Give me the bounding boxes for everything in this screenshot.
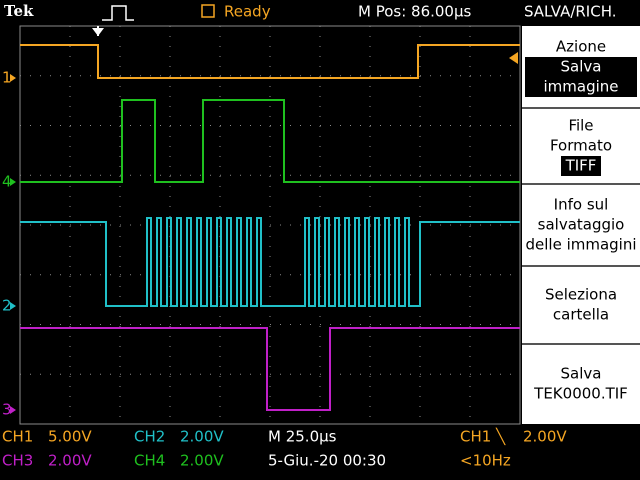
ch1-label: CH1 [2, 428, 33, 446]
ch4-label: CH4 [134, 452, 165, 470]
menu-item-value: TIFF [565, 157, 597, 175]
menu-selection [561, 156, 601, 176]
status: Ready [224, 3, 271, 21]
graticule [20, 26, 520, 424]
menu-item-label: cartella [553, 306, 609, 324]
menu-item-value: Salva [561, 58, 602, 76]
status-icon [201, 4, 215, 18]
ch1-marker: 1 [2, 69, 12, 87]
trigger-frequency: <10Hz [460, 452, 511, 470]
ch4-arrow [10, 178, 16, 186]
menu-item-label: TEK0000.TIF [533, 385, 628, 403]
trigger-icon [102, 5, 134, 21]
ch4-marker: 4 [2, 173, 12, 191]
ch3-scale: 2.00V [48, 452, 92, 470]
date-time: 5-Giu.-20 00:30 [268, 452, 386, 470]
ch2-marker: 2 [2, 297, 12, 315]
brand: Tek [4, 2, 34, 20]
trigger-level-marker [509, 52, 518, 64]
menu-item-label: File [568, 117, 593, 135]
ch3-label: CH3 [2, 452, 33, 470]
ch1-trace [20, 44, 520, 79]
menu-item-label: delle immagini [525, 236, 636, 254]
ch2-arrow [10, 302, 16, 310]
menu-selection [525, 57, 637, 97]
timebase: M 25.0µs [268, 428, 337, 446]
ch3-trace [20, 327, 520, 411]
menu-item-value: immagine [543, 78, 618, 96]
menu-item-label: Salva [561, 365, 602, 383]
menu-item-label: Seleziona [545, 286, 617, 304]
ch2-trace [20, 217, 520, 307]
ch2-label: CH2 [134, 428, 165, 446]
ch1-arrow [10, 74, 16, 82]
ch3-arrow [10, 406, 16, 414]
menu-item-label: Info sul [554, 196, 609, 214]
ch4-scale: 2.00V [180, 452, 224, 470]
trigger-source: CH1 ╲ [460, 428, 506, 446]
trigger-level: 2.00V [523, 428, 567, 446]
menu-item-label: Formato [550, 137, 612, 155]
ch3-marker: 3 [2, 401, 12, 419]
menu-item-label: Azione [556, 38, 606, 56]
side-menu: Azione Salva immagine File Formato TIFF Info s… [522, 26, 640, 424]
ch1-scale: 5.00V [48, 428, 92, 446]
graticule-border [19, 25, 521, 425]
horizontal-position: M Pos: 86.00µs [358, 3, 472, 21]
menu-item-label: salvataggio [538, 216, 625, 234]
ch2-scale: 2.00V [180, 428, 224, 446]
menu-title: SALVA/RICH. [524, 3, 617, 21]
ch4-trace [20, 99, 520, 183]
